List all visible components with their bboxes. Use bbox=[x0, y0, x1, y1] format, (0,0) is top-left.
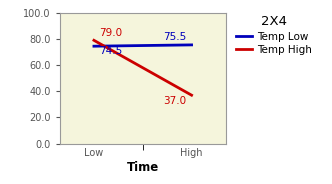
Legend: Temp Low, Temp High: Temp Low, Temp High bbox=[236, 15, 312, 55]
Text: 79.0: 79.0 bbox=[99, 28, 122, 38]
Text: 75.5: 75.5 bbox=[163, 32, 187, 42]
Text: 37.0: 37.0 bbox=[164, 96, 187, 106]
Text: 74.5: 74.5 bbox=[99, 46, 122, 56]
X-axis label: Time: Time bbox=[126, 161, 159, 174]
